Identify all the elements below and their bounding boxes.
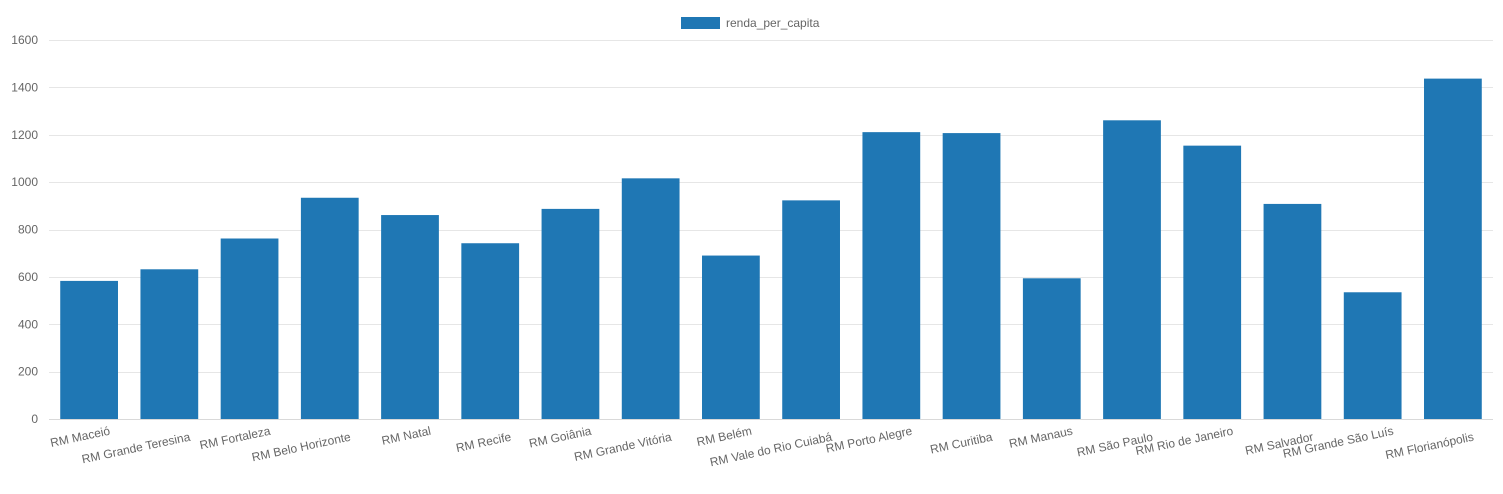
x-tick-label: RM Goiânia [528,424,593,451]
bar[interactable] [381,215,439,419]
x-tick-label: RM Porto Alegre [824,424,913,456]
y-tick-label: 1600 [11,33,38,47]
y-tick-label: 200 [18,365,38,379]
bar[interactable] [541,208,600,419]
bars [60,78,1482,420]
bar[interactable] [60,280,118,419]
x-tick-label: RM Manaus [1008,424,1074,451]
x-tick-label: RM Recife [455,430,513,455]
bar[interactable] [1343,292,1402,419]
x-tick-label: RM Natal [380,424,432,448]
bar[interactable] [1022,278,1081,419]
bar[interactable] [1263,203,1322,419]
bar[interactable] [942,133,1001,420]
y-tick-label: 400 [18,317,38,331]
bar[interactable] [220,238,279,419]
bar[interactable] [461,243,520,419]
bar[interactable] [621,178,680,419]
bar[interactable] [140,269,199,419]
y-tick-label: 0 [31,412,38,426]
x-tick-label: RM Belém [695,424,753,449]
x-tick-label: RM Rio de Janeiro [1134,424,1234,458]
bar[interactable] [300,197,359,419]
y-tick-label: 1400 [11,80,38,94]
bar[interactable] [1103,120,1161,419]
grid-lines [49,40,1493,420]
x-tick-label: RM Florianópolis [1384,430,1475,462]
bar[interactable] [1183,145,1242,420]
bar[interactable] [862,132,921,419]
y-tick-label: 1200 [11,128,38,142]
legend[interactable]: renda_per_capita [681,16,820,30]
bar[interactable] [1424,78,1482,419]
bar[interactable] [782,200,840,419]
y-axis-ticks: 0 200 400 600 800 1000 1200 1400 1600 [11,33,38,426]
bar[interactable] [702,255,760,419]
legend-label: renda_per_capita [726,16,820,30]
y-tick-label: 1000 [11,175,38,189]
y-tick-label: 600 [18,270,38,284]
x-tick-label: RM Curitiba [929,430,994,457]
y-tick-label: 800 [18,223,38,237]
legend-swatch [681,17,720,29]
x-tick-label: RM Maceió [49,424,112,450]
